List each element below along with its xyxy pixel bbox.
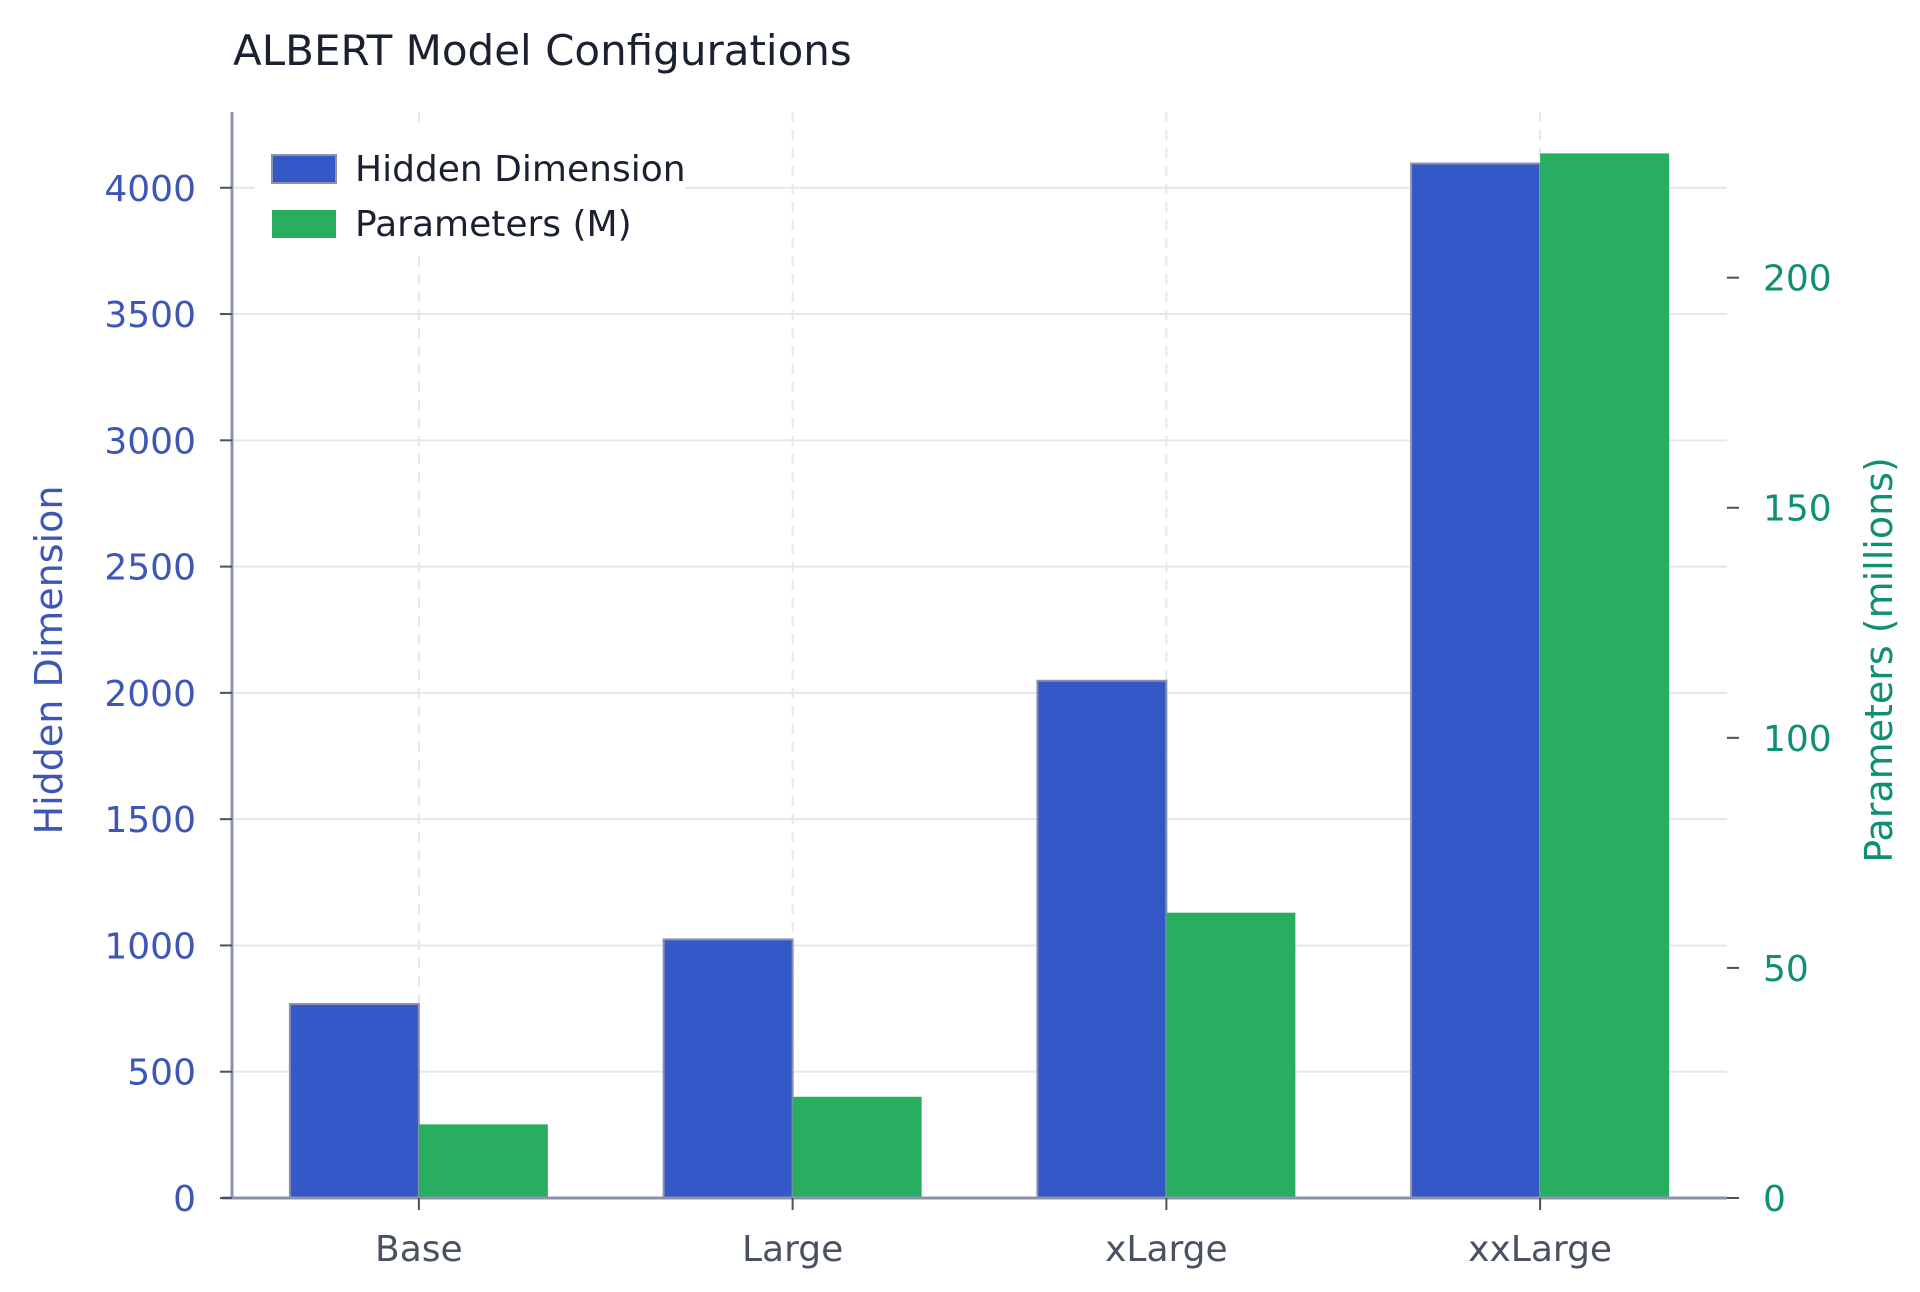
tick-label-right: 50 <box>1763 949 1809 990</box>
tick-label-right: 100 <box>1763 719 1832 760</box>
tick-label-right: 150 <box>1763 489 1832 530</box>
bar-hidden-dimension <box>1410 162 1542 1200</box>
bar-parameters <box>1540 153 1670 1198</box>
tick-label-left: 1500 <box>104 800 196 841</box>
legend-swatch <box>271 154 337 184</box>
chart-title: ALBERT Model Configurations <box>233 26 852 75</box>
tick-label-x: xLarge <box>1105 1229 1228 1270</box>
bar-hidden-dimension <box>1036 679 1168 1199</box>
y-axis-left-label: Hidden Dimension <box>27 486 71 835</box>
tick-label-right: 0 <box>1763 1179 1786 1220</box>
tick-label-left: 3000 <box>104 421 196 462</box>
bar-parameters <box>792 1096 922 1198</box>
bar-parameters <box>1166 912 1296 1198</box>
legend-label: Parameters (M) <box>355 204 632 245</box>
tick-label-left: 2500 <box>104 548 196 589</box>
tick-label-x: Large <box>742 1229 843 1270</box>
legend-swatch <box>272 210 336 238</box>
y-axis-right-label: Parameters (millions) <box>1857 457 1901 863</box>
ticks: 0 500 1000 1500 2000 2500 3000 3500 4000 0 50 100 15… <box>104 169 1831 1270</box>
tick-label-x: xxLarge <box>1468 1229 1612 1270</box>
bar-hidden-dimension <box>288 1003 420 1199</box>
tick-label-left: 2000 <box>104 674 196 715</box>
bar-hidden-dimension <box>662 938 794 1200</box>
tick-label-left: 1000 <box>104 926 196 967</box>
tick-label-x: Base <box>375 1229 463 1270</box>
tick-label-left: 3500 <box>104 295 196 336</box>
tick-label-left: 0 <box>173 1179 196 1220</box>
legend: Hidden Dimension Parameters (M) <box>255 130 686 255</box>
bar-parameters <box>418 1124 548 1198</box>
bars <box>288 153 1670 1200</box>
axes <box>222 112 1727 1200</box>
tick-label-left: 4000 <box>104 169 196 210</box>
tick-label-left: 500 <box>127 1053 196 1094</box>
legend-label: Hidden Dimension <box>355 149 686 190</box>
tick-label-right: 200 <box>1763 259 1832 300</box>
